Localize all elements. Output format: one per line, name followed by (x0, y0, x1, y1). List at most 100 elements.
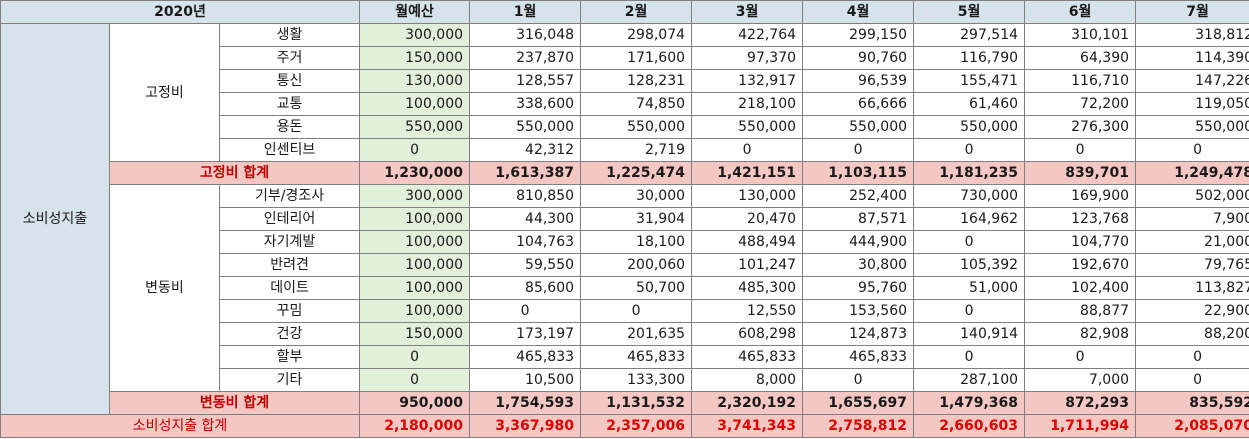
year-header[interactable]: 2020년 (0, 0, 361, 24)
value-cell[interactable]: 444,900 (802, 230, 915, 254)
value-cell[interactable]: 8,000 (691, 368, 804, 392)
value-cell[interactable]: 252,400 (802, 184, 915, 208)
value-cell[interactable]: 318,812 (1135, 23, 1249, 47)
value-cell[interactable]: 95,760 (802, 276, 915, 300)
grand-total-budget[interactable]: 2,180,000 (359, 414, 471, 438)
value-cell[interactable]: 7,900 (1135, 207, 1249, 231)
value-cell[interactable]: 0 (802, 368, 915, 392)
value-cell[interactable]: 59,550 (469, 253, 582, 277)
month-header[interactable]: 5월 (913, 0, 1026, 24)
grand-total-value[interactable]: 3,741,343 (691, 414, 804, 438)
value-cell[interactable]: 164,962 (913, 207, 1026, 231)
item-cell[interactable]: 주거 (218, 46, 361, 70)
value-cell[interactable]: 0 (913, 230, 1026, 254)
budget-cell[interactable]: 0 (359, 138, 471, 162)
value-cell[interactable]: 488,494 (691, 230, 804, 254)
value-cell[interactable]: 101,247 (691, 253, 804, 277)
item-cell[interactable]: 생활 (218, 23, 361, 47)
month-header[interactable]: 7월 (1135, 0, 1249, 24)
value-cell[interactable]: 237,870 (469, 46, 582, 70)
value-cell[interactable]: 730,000 (913, 184, 1026, 208)
grand-total-value[interactable]: 2,085,070 (1135, 414, 1249, 438)
value-cell[interactable]: 102,400 (1024, 276, 1137, 300)
budget-cell[interactable]: 150,000 (359, 46, 471, 70)
value-cell[interactable]: 171,600 (580, 46, 693, 70)
value-cell[interactable]: 97,370 (691, 46, 804, 70)
value-cell[interactable]: 119,050 (1135, 92, 1249, 116)
grand-total-value[interactable]: 3,367,980 (469, 414, 582, 438)
value-cell[interactable]: 465,833 (469, 345, 582, 369)
month-header[interactable]: 3월 (691, 0, 804, 24)
item-cell[interactable]: 할부 (218, 345, 361, 369)
value-cell[interactable]: 465,833 (802, 345, 915, 369)
value-cell[interactable]: 140,914 (913, 322, 1026, 346)
subcategory-cell[interactable]: 변동비 (109, 184, 220, 392)
budget-cell[interactable]: 100,000 (359, 92, 471, 116)
value-cell[interactable]: 155,471 (913, 69, 1026, 93)
value-cell[interactable]: 310,101 (1024, 23, 1137, 47)
value-cell[interactable]: 104,763 (469, 230, 582, 254)
value-cell[interactable]: 88,200 (1135, 322, 1249, 346)
budget-cell[interactable]: 100,000 (359, 207, 471, 231)
item-cell[interactable]: 건강 (218, 322, 361, 346)
value-cell[interactable]: 90,760 (802, 46, 915, 70)
grand-total-value[interactable]: 2,758,812 (802, 414, 915, 438)
value-cell[interactable]: 550,000 (913, 115, 1026, 139)
value-cell[interactable]: 88,877 (1024, 299, 1137, 323)
value-cell[interactable]: 105,392 (913, 253, 1026, 277)
budget-cell[interactable]: 100,000 (359, 253, 471, 277)
subtotal-value[interactable]: 1,655,697 (802, 391, 915, 415)
value-cell[interactable]: 132,917 (691, 69, 804, 93)
value-cell[interactable]: 810,850 (469, 184, 582, 208)
value-cell[interactable]: 147,226 (1135, 69, 1249, 93)
value-cell[interactable]: 12,550 (691, 299, 804, 323)
value-cell[interactable]: 30,800 (802, 253, 915, 277)
value-cell[interactable]: 550,000 (580, 115, 693, 139)
item-cell[interactable]: 반려견 (218, 253, 361, 277)
item-cell[interactable]: 기부/경조사 (218, 184, 361, 208)
subtotal-value[interactable]: 1,103,115 (802, 161, 915, 185)
subtotal-value[interactable]: 1,613,387 (469, 161, 582, 185)
value-cell[interactable]: 276,300 (1024, 115, 1137, 139)
value-cell[interactable]: 130,000 (691, 184, 804, 208)
value-cell[interactable]: 64,390 (1024, 46, 1137, 70)
value-cell[interactable]: 0 (802, 138, 915, 162)
value-cell[interactable]: 10,500 (469, 368, 582, 392)
value-cell[interactable]: 123,768 (1024, 207, 1137, 231)
subtotal-value[interactable]: 1,421,151 (691, 161, 804, 185)
value-cell[interactable]: 113,827 (1135, 276, 1249, 300)
value-cell[interactable]: 104,770 (1024, 230, 1137, 254)
value-cell[interactable]: 7,000 (1024, 368, 1137, 392)
value-cell[interactable]: 85,600 (469, 276, 582, 300)
subtotal-value[interactable]: 2,320,192 (691, 391, 804, 415)
subtotal-label[interactable]: 변동비 합계 (108, 391, 361, 415)
item-cell[interactable]: 용돈 (218, 115, 361, 139)
value-cell[interactable]: 550,000 (691, 115, 804, 139)
budget-cell[interactable]: 300,000 (359, 184, 471, 208)
value-cell[interactable]: 0 (913, 138, 1026, 162)
value-cell[interactable]: 218,100 (691, 92, 804, 116)
value-cell[interactable]: 79,765 (1135, 253, 1249, 277)
value-cell[interactable]: 298,074 (580, 23, 693, 47)
value-cell[interactable]: 169,900 (1024, 184, 1137, 208)
value-cell[interactable]: 87,571 (802, 207, 915, 231)
item-cell[interactable]: 인테리어 (218, 207, 361, 231)
value-cell[interactable]: 465,833 (580, 345, 693, 369)
value-cell[interactable]: 20,470 (691, 207, 804, 231)
subtotal-label[interactable]: 고정비 합계 (108, 161, 361, 185)
value-cell[interactable]: 153,560 (802, 299, 915, 323)
value-cell[interactable]: 31,904 (580, 207, 693, 231)
value-cell[interactable]: 18,100 (580, 230, 693, 254)
value-cell[interactable]: 50,700 (580, 276, 693, 300)
value-cell[interactable]: 51,000 (913, 276, 1026, 300)
subtotal-value[interactable]: 835,592 (1135, 391, 1249, 415)
item-cell[interactable]: 자기계발 (218, 230, 361, 254)
value-cell[interactable]: 299,150 (802, 23, 915, 47)
item-cell[interactable]: 데이트 (218, 276, 361, 300)
value-cell[interactable]: 201,635 (580, 322, 693, 346)
value-cell[interactable]: 116,710 (1024, 69, 1137, 93)
value-cell[interactable]: 422,764 (691, 23, 804, 47)
value-cell[interactable]: 550,000 (1135, 115, 1249, 139)
budget-cell[interactable]: 100,000 (359, 299, 471, 323)
budget-cell[interactable]: 130,000 (359, 69, 471, 93)
